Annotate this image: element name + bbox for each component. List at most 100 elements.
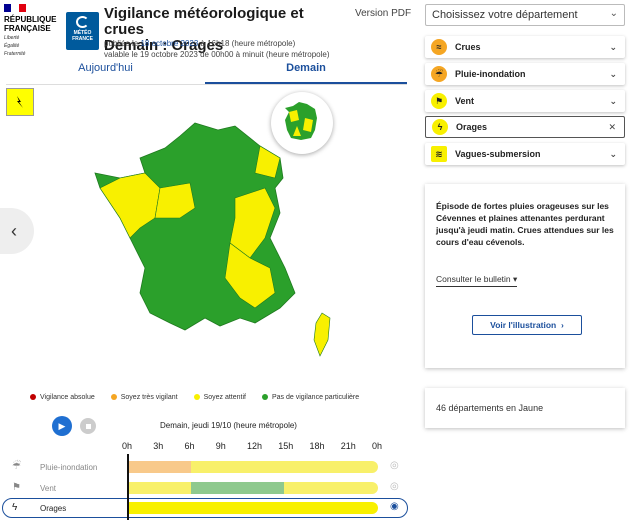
map-yellow-north: [254, 145, 281, 179]
wave-surge-icon: ≋: [431, 146, 447, 162]
chevron-down-icon: ⌄: [609, 95, 617, 106]
legend-item: Pas de vigilance particulière: [261, 394, 360, 401]
published-suffix: à 16h18 (heure métropole): [198, 39, 296, 48]
timeline-row-active[interactable]: [2, 498, 408, 518]
department-select[interactable]: Choisissez votre département ⌄: [425, 4, 625, 26]
bulletin-link[interactable]: Consulter le bulletin ▾: [436, 274, 518, 287]
legend-label: Vigilance absolue: [40, 394, 95, 401]
meteo-france-logo: MÉTÉO FRANCE: [66, 12, 99, 50]
legend-item: Soyez attentif: [193, 394, 246, 401]
chevron-right-icon: ›: [560, 320, 564, 330]
phenomenon-label: Crues: [455, 42, 481, 52]
legend-label: Soyez très vigilant: [120, 394, 178, 401]
timeline-bar-rain: [128, 461, 378, 473]
phenomenon-label: Vent: [455, 96, 475, 106]
timeline-bar-storm: [128, 502, 378, 514]
timeline-segment: [128, 461, 191, 473]
phenomenon-crues[interactable]: ≈ Crues ⌄: [425, 36, 625, 58]
timeline-row-label: Pluie-inondation: [40, 463, 98, 472]
republique-francaise-logo: RÉPUBLIQUE FRANÇAISE Liberté Égalité Fra…: [4, 4, 60, 57]
eye-icon[interactable]: ◉: [390, 501, 399, 512]
timeline-segment: [190, 482, 285, 494]
legend-label: Soyez attentif: [203, 394, 246, 401]
lightning-icon: ϟ: [12, 502, 18, 513]
department-count: 46 départements en Jaune: [425, 388, 625, 428]
chevron-left-icon[interactable]: ‹: [0, 208, 34, 254]
wind-icon: ⚑: [431, 93, 447, 109]
info-text: Épisode de fortes pluies orageuses sur l…: [436, 201, 614, 247]
stop-button[interactable]: [80, 418, 96, 434]
page-subtitle: Demain : Orages: [104, 37, 224, 54]
tab-today[interactable]: Aujourd'hui: [78, 62, 133, 74]
eye-off-icon[interactable]: ◎: [390, 481, 399, 492]
illustration-button[interactable]: Voir l'illustration ›: [472, 315, 582, 335]
legend-label: Pas de vigilance particulière: [271, 394, 360, 401]
eye-off-icon[interactable]: ◎: [390, 460, 399, 471]
chevron-down-icon: ⌄: [609, 8, 618, 19]
rf-line-2: FRANÇAISE: [4, 24, 51, 33]
map-yellow-south: [224, 242, 276, 309]
chevron-down-icon: ⌄: [609, 41, 617, 52]
rf-motto-3: Fraternité: [4, 51, 26, 57]
published-date: 18 octobre 2023: [140, 39, 199, 48]
publication-info: publiée le 18 octobre 2023 à 16h18 (heur…: [104, 38, 329, 60]
rain-flood-icon: ☔: [12, 461, 21, 472]
info-card: Épisode de fortes pluies orageuses sur l…: [425, 184, 625, 368]
valid-text: valable le 19 octobre 2023 de 00h00 à mi…: [104, 50, 330, 59]
rain-flood-icon: ☔: [431, 66, 447, 82]
hour-tick: 12h: [247, 441, 263, 451]
lightning-icon: ϟ: [432, 119, 448, 135]
phenomenon-label: Orages: [456, 122, 488, 132]
rf-motto-1: Liberté: [4, 35, 20, 41]
rf-line-1: RÉPUBLIQUE: [4, 15, 57, 24]
mini-map[interactable]: [271, 92, 333, 154]
page-title: Vigilance météorologique et crues Demain…: [104, 6, 344, 54]
legend-dot: [30, 394, 36, 401]
phenomenon-pluie-inondation[interactable]: ☔ Pluie-inondation ⌄: [425, 63, 625, 85]
timeline-bar-wind: [128, 482, 378, 494]
chevron-down-icon: ⌄: [609, 148, 617, 159]
wind-icon: ⚑: [12, 482, 21, 493]
hour-tick: 9h: [215, 441, 226, 451]
map-yellow-centre: [154, 182, 196, 219]
timeline-segment: [190, 461, 378, 473]
timeline-row-label: Orages: [40, 504, 67, 513]
chevron-down-icon: ⌄: [609, 68, 617, 79]
legend-dot: [193, 394, 200, 401]
map-yellow-east: [229, 187, 276, 259]
caret-down-icon: ▾: [513, 274, 518, 284]
rf-motto-2: Égalité: [4, 43, 20, 49]
phenomenon-vent[interactable]: ⚑ Vent ⌄: [425, 90, 625, 112]
legend-dot: [110, 394, 117, 401]
timeline-segment: [284, 482, 378, 494]
legend-item: Vigilance absolue: [30, 394, 95, 401]
hour-tick: 21h: [340, 441, 356, 451]
hour-tick: 6h: [184, 441, 195, 451]
published-prefix: publiée le: [104, 39, 141, 48]
legend-dot: [261, 394, 268, 401]
illustration-label: Voir l'illustration: [490, 320, 557, 330]
phenomenon-label: Vagues-submersion: [455, 149, 541, 159]
pdf-version-link[interactable]: Version PDF: [355, 8, 412, 19]
hour-tick: 18h: [309, 441, 325, 451]
hour-tick: 0h: [372, 441, 383, 451]
phenomenon-vagues-submersion[interactable]: ≋ Vagues-submersion ⌄: [425, 143, 625, 165]
legend: Vigilance absolue Soyez très vigilant So…: [30, 394, 359, 401]
timeline-row-label: Vent: [40, 484, 57, 493]
tab-tomorrow[interactable]: Demain: [205, 62, 407, 84]
play-button[interactable]: ▶: [52, 416, 72, 436]
close-icon[interactable]: ✕: [608, 121, 616, 132]
legend-item: Soyez très vigilant: [110, 394, 178, 401]
tab-divider: [6, 84, 407, 85]
page-title-main: Vigilance météorologique et crues: [104, 5, 304, 38]
department-select-label: Choisissez votre département: [432, 9, 578, 21]
mf-logo-line-2: FRANCE: [72, 36, 93, 42]
lightning-icon: [6, 88, 34, 116]
map-corsica: [313, 312, 331, 357]
hour-tick: 3h: [153, 441, 164, 451]
timeline-date: Demain, jeudi 19/10 (heure métropole): [160, 421, 297, 430]
phenomenon-orages[interactable]: ϟ Orages ✕: [425, 116, 625, 138]
france-vigilance-map[interactable]: [90, 118, 340, 363]
hour-tick: 15h: [278, 441, 294, 451]
timeline-cursor[interactable]: [127, 454, 129, 520]
